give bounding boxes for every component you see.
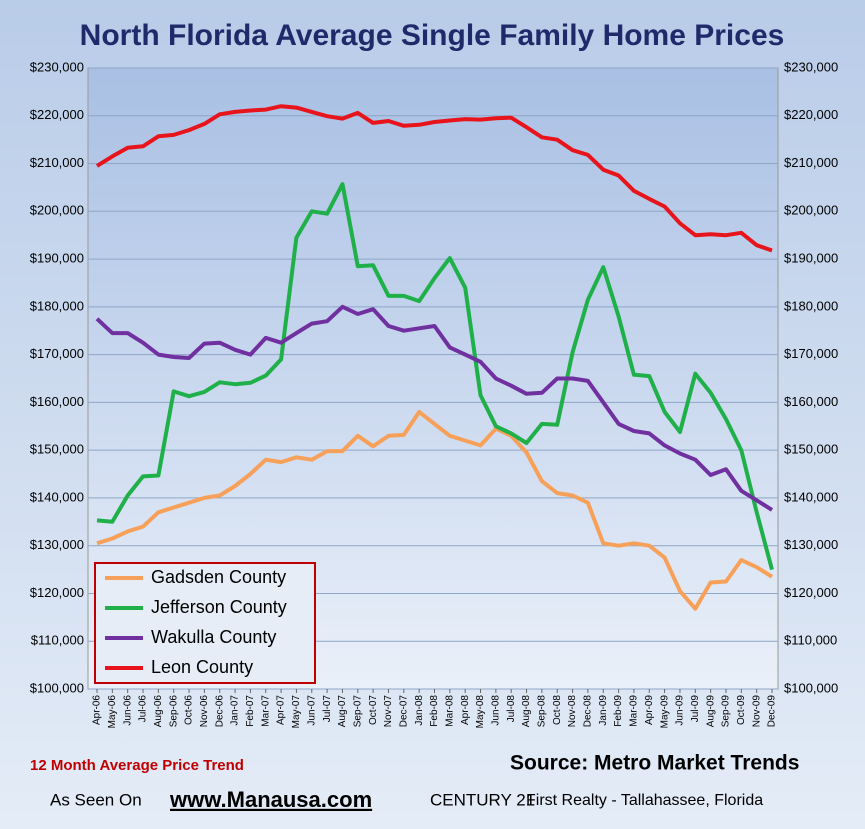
y-tick-label: $230,000 (30, 59, 84, 74)
x-tick-label: Mar-08 (444, 695, 455, 727)
y2-tick-label: $230,000 (784, 59, 838, 74)
x-tick-label: Feb-09 (613, 695, 624, 727)
y-tick-label: $150,000 (30, 442, 84, 457)
series-line (96, 182, 774, 571)
office: First Realty - Tallahassee, Florida (526, 792, 763, 809)
series-line (95, 104, 773, 253)
y-tick-label: $180,000 (30, 298, 84, 313)
x-tick-label: Sep-07 (352, 695, 363, 728)
x-tick-label: Aug-07 (337, 695, 348, 728)
x-tick-label: Dec-08 (583, 695, 594, 728)
x-tick-label: Aug-08 (521, 695, 532, 728)
x-tick-label: Oct-06 (184, 695, 195, 725)
x-tick-label: Nov-07 (383, 695, 394, 728)
y2-tick-label: $180,000 (784, 298, 838, 313)
x-tick-label: Nov-09 (751, 695, 762, 728)
y-tick-label: $220,000 (30, 107, 84, 122)
website: www.Manausa.com (169, 787, 372, 812)
y2-tick-label: $140,000 (784, 489, 838, 504)
y2-tick-label: $190,000 (784, 251, 838, 266)
y-tick-label: $160,000 (30, 394, 84, 409)
x-tick-label: Apr-08 (460, 695, 471, 725)
y2-tick-label: $210,000 (784, 155, 838, 170)
x-tick-label: Aug-06 (153, 695, 164, 728)
x-tick-label: Nov-06 (199, 695, 210, 728)
x-tick-label: Sep-08 (537, 695, 548, 728)
x-tick-label: Apr-09 (644, 695, 655, 725)
y2-tick-label: $220,000 (784, 107, 838, 122)
y-tick-label: $110,000 (31, 633, 84, 648)
x-tick-label: Jun-09 (675, 695, 686, 726)
x-tick-label: Dec-09 (767, 695, 778, 728)
x-tick-label: May-09 (659, 695, 670, 729)
x-tick-label: Dec-06 (214, 695, 225, 728)
legend-label: Wakulla County (151, 627, 276, 647)
x-tick-label: Apr-07 (276, 695, 287, 725)
x-tick-label: Jun-08 (491, 695, 502, 726)
seen-on: As Seen On (50, 790, 142, 809)
x-tick-label: Oct-08 (552, 695, 563, 725)
x-tick-label: Oct-07 (368, 695, 379, 725)
legend-box (94, 562, 316, 684)
y2-tick-label: $100,000 (784, 680, 838, 695)
y-tick-label: $190,000 (30, 251, 84, 266)
company: CENTURY 21 (430, 790, 535, 809)
x-tick-label: Jun-06 (122, 695, 133, 726)
x-tick-label: Feb-08 (429, 695, 440, 727)
y-tick-label: $210,000 (30, 155, 84, 170)
x-tick-label: Jul-06 (138, 695, 149, 723)
series-line (96, 409, 774, 611)
x-tick-label: Jan-07 (230, 695, 241, 726)
source: Source: Metro Market Trends (510, 752, 799, 775)
x-tick-label: Aug-09 (705, 695, 716, 728)
y-tick-label: $100,000 (30, 680, 84, 695)
y-tick-label: $120,000 (30, 585, 84, 600)
y-tick-label: $140,000 (30, 489, 84, 504)
x-tick-label: Apr-06 (92, 695, 103, 725)
y2-tick-label: $120,000 (784, 585, 838, 600)
x-tick-label: Jun-07 (306, 695, 317, 726)
subtitle: 12 Month Average Price Trend (30, 757, 244, 774)
x-tick-label: Mar-09 (629, 695, 640, 727)
x-tick-label: Jul-08 (506, 695, 517, 723)
y-tick-label: $200,000 (30, 203, 84, 218)
y2-tick-label: $110,000 (784, 633, 837, 648)
x-tick-label: Jul-09 (690, 695, 701, 723)
x-tick-label: Mar-07 (260, 695, 271, 727)
y2-tick-label: $150,000 (784, 442, 838, 457)
x-tick-label: Jul-07 (322, 695, 333, 723)
series-line (95, 304, 774, 512)
x-tick-label: May-07 (291, 695, 302, 729)
x-tick-label: Nov-08 (567, 695, 578, 728)
y2-tick-label: $170,000 (784, 346, 838, 361)
y2-tick-label: $130,000 (784, 537, 838, 552)
x-tick-label: Dec-07 (398, 695, 409, 728)
x-tick-label: Sep-09 (721, 695, 732, 728)
legend-label: Jefferson County (151, 597, 287, 617)
x-tick-label: Oct-09 (736, 695, 747, 725)
x-tick-label: Feb-07 (245, 695, 256, 727)
y-tick-label: $170,000 (30, 346, 84, 361)
legend-label: Leon County (151, 657, 253, 677)
y-tick-label: $130,000 (30, 537, 84, 552)
x-tick-label: Jan-08 (414, 695, 425, 726)
x-tick-label: May-08 (475, 695, 486, 729)
x-tick-label: Jan-09 (598, 695, 609, 726)
chart-title: North Florida Average Single Family Home… (80, 19, 785, 52)
legend-label: Gadsden County (151, 567, 286, 587)
y2-tick-label: $160,000 (784, 394, 838, 409)
x-tick-label: May-06 (107, 695, 118, 729)
y2-tick-label: $200,000 (784, 203, 838, 218)
x-tick-label: Sep-06 (168, 695, 179, 728)
